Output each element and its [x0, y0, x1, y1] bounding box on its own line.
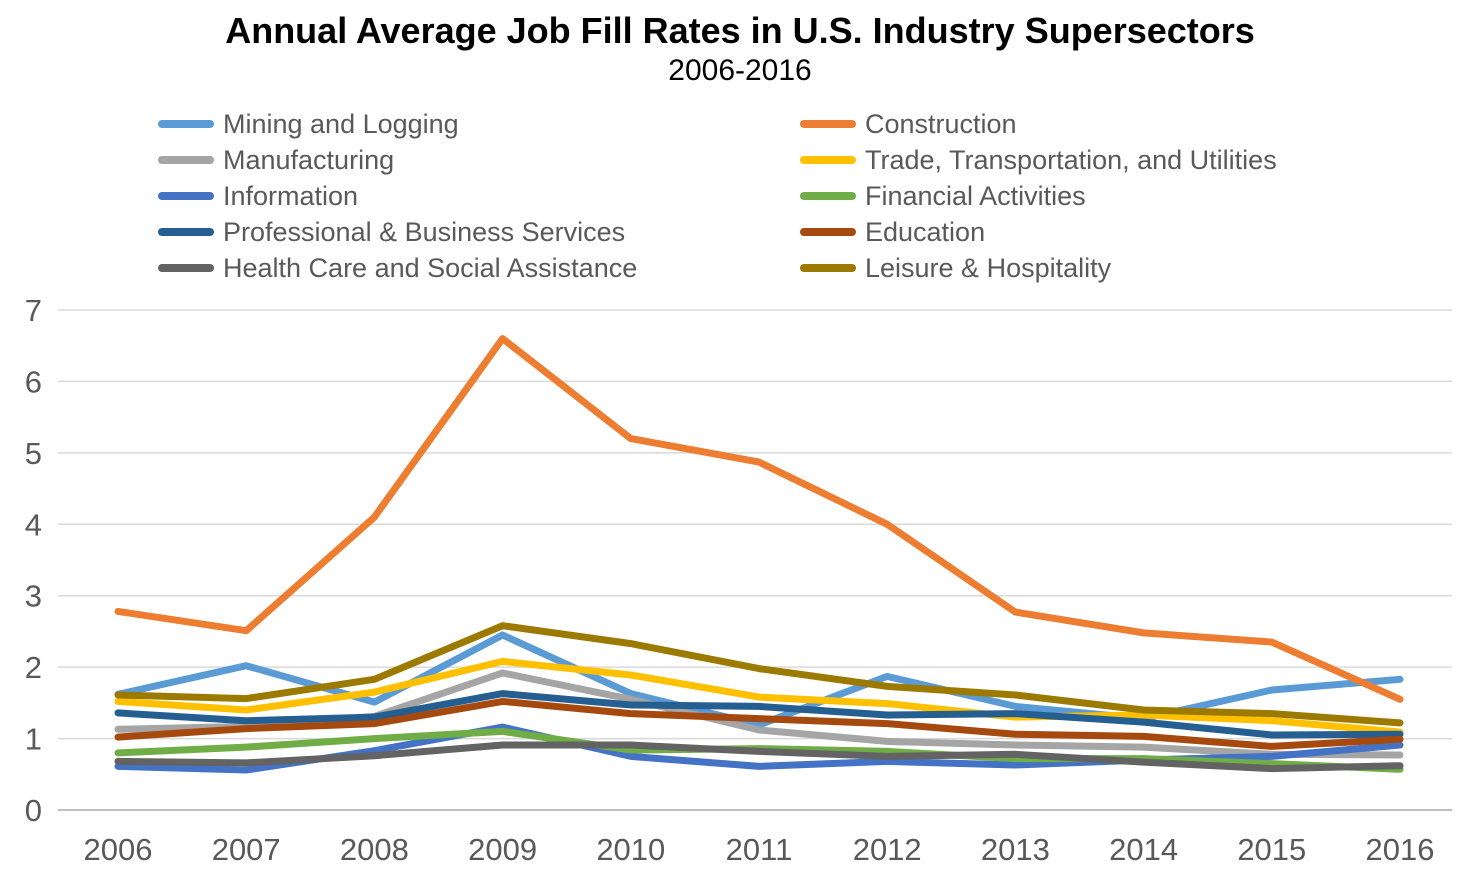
legend-item-professional-business-services: Professional & Business Services — [158, 217, 625, 247]
legend-label: Mining and Logging — [223, 108, 459, 139]
legend-label: Financial Activities — [865, 180, 1086, 211]
x-tick-label-2007: 2007 — [212, 832, 281, 867]
series-line-leisure-hospitality — [114, 622, 1404, 727]
y-tick-label-2: 2 — [25, 650, 42, 685]
legend-item-construction: Construction — [800, 109, 1017, 139]
legend-label: Leisure & Hospitality — [865, 252, 1112, 283]
chart-title: Annual Average Job Fill Rates in U.S. In… — [225, 10, 1255, 51]
y-tick-label-7: 7 — [25, 293, 42, 328]
y-tick-label-1: 1 — [25, 722, 42, 757]
x-tick-label-2015: 2015 — [1237, 832, 1306, 867]
y-tick-label-5: 5 — [25, 436, 42, 471]
x-tick-label-2010: 2010 — [596, 832, 665, 867]
legend-item-trade-transportation-and-utilities: Trade, Transportation, and Utilities — [800, 145, 1277, 175]
x-tick-label-2011: 2011 — [726, 832, 793, 867]
legend-swatch-education — [800, 228, 856, 236]
legend-item-leisure-hospitality: Leisure & Hospitality — [800, 253, 1111, 283]
series-line-health-care-and-social-assistance — [114, 741, 1404, 773]
x-tick-label-2008: 2008 — [340, 832, 409, 867]
y-tick-label-0: 0 — [25, 793, 42, 828]
legend-item-information: Information — [158, 181, 358, 211]
legend-label: Education — [865, 216, 986, 247]
legend-item-mining-and-logging: Mining and Logging — [158, 109, 459, 139]
series-line-education — [114, 697, 1404, 750]
series-line-professional-business-services — [114, 690, 1404, 739]
y-tick-label-6: 6 — [25, 364, 42, 399]
legend-label: Construction — [865, 108, 1017, 139]
legend-label: Health Care and Social Assistance — [223, 252, 638, 283]
legend-item-health-care-and-social-assistance: Health Care and Social Assistance — [158, 253, 637, 283]
legend-swatch-construction — [800, 120, 856, 128]
legend-item-financial-activities: Financial Activities — [800, 181, 1086, 211]
series-line-construction — [114, 335, 1404, 703]
legend-item-manufacturing: Manufacturing — [158, 145, 394, 175]
x-tick-label-2016: 2016 — [1366, 832, 1435, 867]
x-tick-label-2009: 2009 — [468, 832, 537, 867]
legend-swatch-manufacturing — [158, 156, 214, 164]
legend-label: Trade, Transportation, and Utilities — [865, 144, 1277, 175]
chart-subtitle: 2006-2016 — [668, 54, 812, 87]
legend-swatch-information — [158, 192, 214, 200]
legend-swatch-mining-and-logging — [158, 120, 214, 128]
legend-swatch-financial-activities — [800, 192, 856, 200]
y-tick-label-4: 4 — [25, 507, 42, 542]
x-tick-label-2013: 2013 — [981, 832, 1050, 867]
legend-swatch-trade-transportation-and-utilities — [800, 156, 856, 164]
legend-label: Information — [223, 180, 359, 211]
legend-label: Manufacturing — [223, 144, 395, 175]
x-tick-label-2014: 2014 — [1109, 832, 1178, 867]
legend-swatch-health-care-and-social-assistance — [158, 264, 214, 272]
legend-swatch-professional-business-services — [158, 228, 214, 236]
y-tick-label-3: 3 — [25, 579, 42, 614]
legend-item-education: Education — [800, 217, 985, 247]
legend-swatch-leisure-hospitality — [800, 264, 856, 272]
series-line-trade-transportation-and-utilities — [114, 657, 1404, 736]
legend-label: Professional & Business Services — [223, 216, 626, 247]
x-tick-label-2012: 2012 — [853, 832, 922, 867]
x-tick-label-2006: 2006 — [84, 832, 153, 867]
